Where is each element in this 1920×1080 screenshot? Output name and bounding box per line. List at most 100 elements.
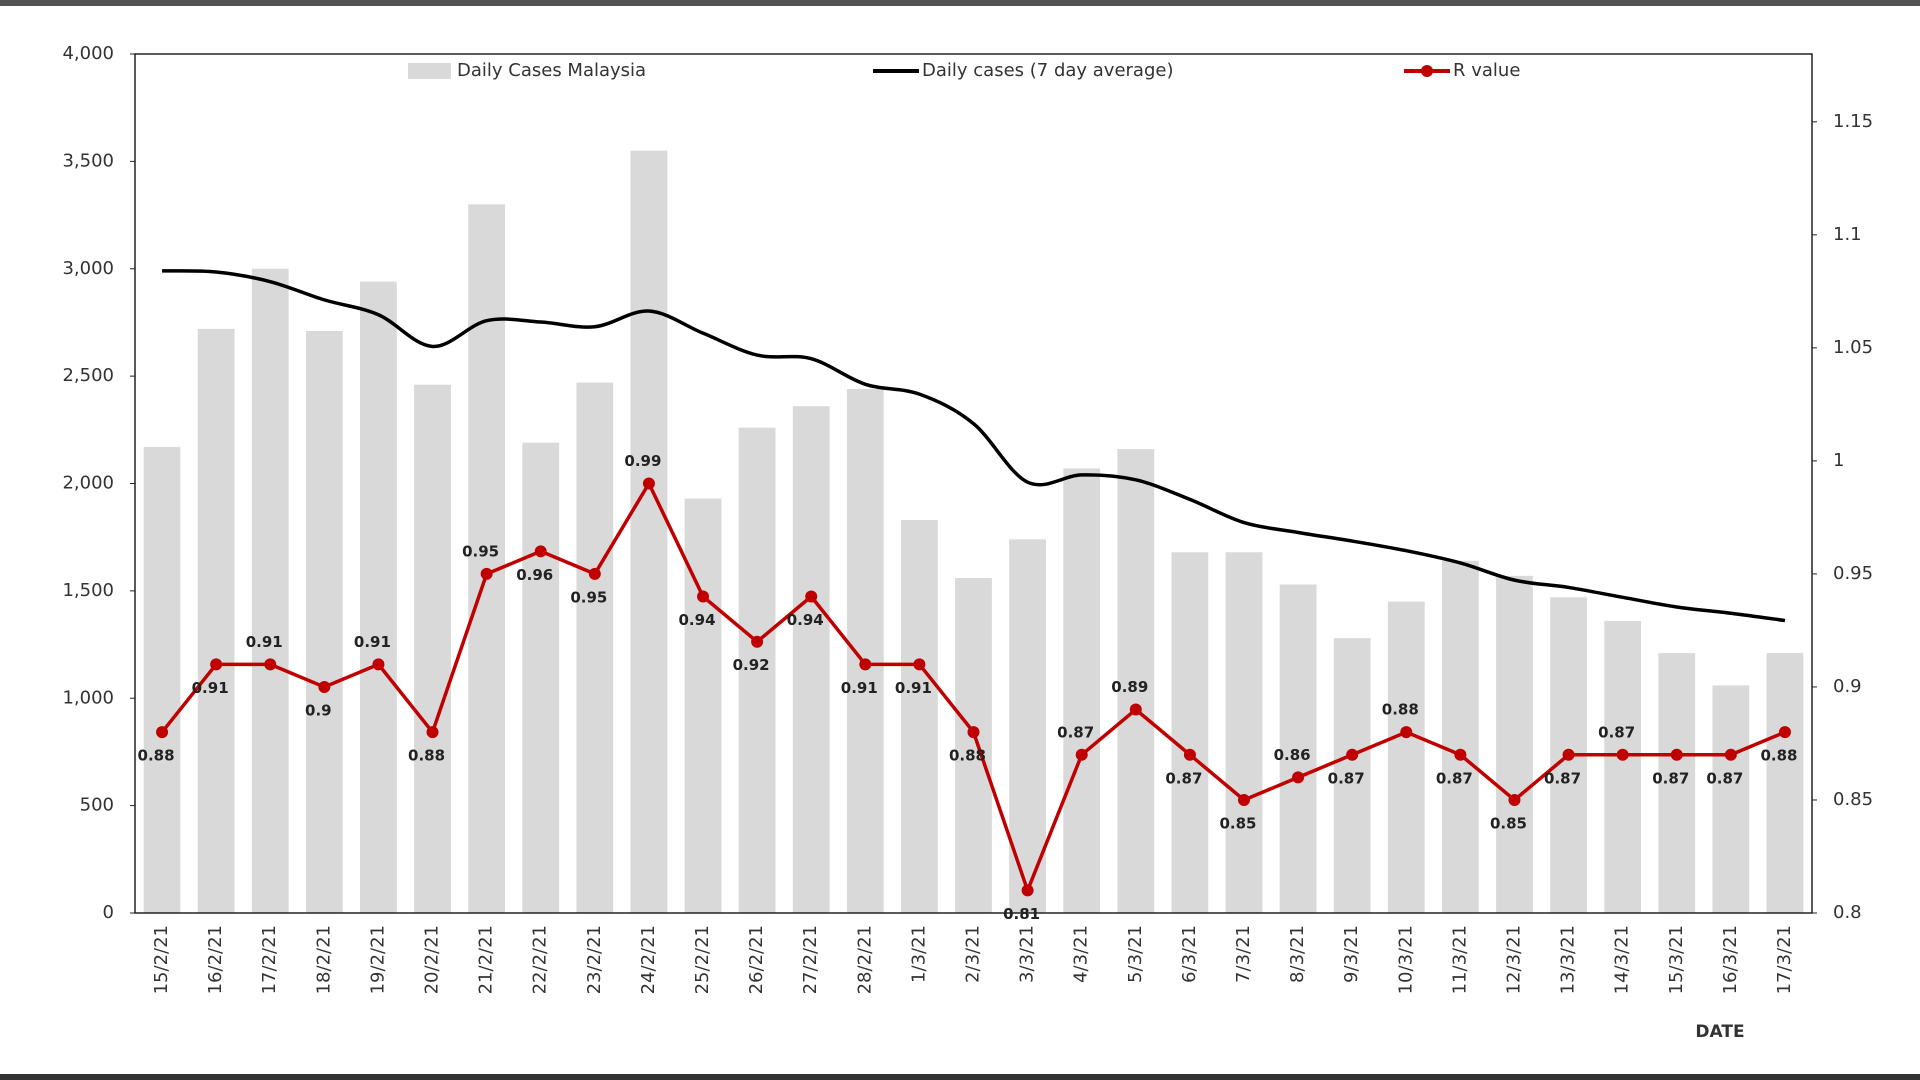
point: [1183, 748, 1196, 761]
x-tick-label: 9/3/21: [1341, 925, 1362, 983]
x-tick-label: 2/3/21: [963, 925, 984, 983]
y2-tick-label: 0.85: [1833, 789, 1873, 810]
y-tick-label: 3,500: [62, 150, 114, 171]
y-tick-label: 500: [80, 795, 114, 816]
y-tick-label: 2,500: [62, 365, 114, 386]
bar: [1117, 449, 1155, 913]
x-tick-label: 4/3/21: [1071, 925, 1092, 983]
data-label: 0.92: [733, 656, 770, 674]
bar: [1171, 552, 1209, 913]
point: [642, 477, 655, 490]
data-label: 0.87: [1165, 769, 1202, 787]
bar: [197, 328, 235, 913]
x-tick-label: 28/2/21: [854, 925, 875, 994]
point: [1237, 793, 1250, 806]
data-label: 0.91: [354, 633, 391, 651]
data-label: 0.85: [1219, 814, 1256, 832]
bar: [1441, 560, 1479, 913]
x-tick-label: 16/2/21: [205, 925, 226, 994]
bar: [684, 498, 722, 913]
bar: [1387, 601, 1425, 913]
bar: [305, 331, 343, 914]
y2-tick-label: 0.8: [1833, 902, 1862, 923]
x-tick-label: 8/3/21: [1287, 925, 1308, 983]
point: [1508, 793, 1521, 806]
frame-top: [0, 0, 1920, 6]
x-tick-label: 6/3/21: [1179, 925, 1200, 983]
x-tick-label: 26/2/21: [746, 925, 767, 994]
data-label: 0.91: [192, 679, 229, 697]
y-tick-label: 2,000: [62, 473, 114, 494]
y2-tick-label: 0.9: [1833, 676, 1862, 697]
bar: [792, 406, 830, 913]
data-label: 0.91: [895, 679, 932, 697]
x-tick-label: 13/3/21: [1558, 925, 1579, 994]
x-tick-label: 15/2/21: [151, 925, 172, 994]
bar: [1279, 584, 1317, 913]
point: [967, 726, 980, 739]
data-label: 0.88: [138, 747, 175, 765]
data-label: 0.87: [1057, 723, 1094, 741]
point: [1562, 748, 1575, 761]
y-tick-label: 1,000: [62, 687, 114, 708]
x-tick-label: 10/3/21: [1395, 925, 1416, 994]
bar: [1604, 620, 1642, 913]
legend-label: Daily cases (7 day average): [922, 60, 1173, 81]
bar: [1658, 653, 1696, 913]
point: [1129, 703, 1142, 716]
point: [1075, 748, 1088, 761]
data-label: 0.95: [462, 542, 499, 560]
legend-swatch: [408, 63, 451, 79]
bar: [955, 577, 992, 913]
data-label: 0.88: [1760, 747, 1797, 765]
data-label: 0.89: [1111, 678, 1148, 696]
point: [1021, 884, 1034, 897]
x-tick-label: 1/3/21: [908, 925, 929, 983]
x-tick-label: 16/3/21: [1720, 925, 1741, 994]
bar: [1712, 685, 1750, 913]
bar: [360, 281, 397, 913]
data-label: 0.94: [787, 611, 824, 629]
legend-marker: [1421, 65, 1433, 77]
bar: [414, 384, 451, 914]
data-label: 0.94: [679, 611, 716, 629]
point: [1616, 748, 1629, 761]
data-label: 0.91: [246, 633, 283, 651]
y2-tick-label: 0.95: [1833, 563, 1873, 584]
x-tick-label: 21/2/21: [476, 925, 497, 994]
bar: [1225, 552, 1263, 913]
bar: [738, 427, 776, 913]
legend-label: R value: [1453, 60, 1520, 81]
data-label: 0.88: [1382, 701, 1419, 719]
bar: [1063, 468, 1101, 913]
data-label: 0.96: [516, 566, 553, 584]
point: [264, 658, 277, 671]
data-label: 0.87: [1328, 769, 1365, 787]
point: [1670, 748, 1683, 761]
data-label: 0.99: [624, 452, 661, 470]
data-label: 0.87: [1436, 769, 1473, 787]
point: [372, 658, 385, 671]
x-tick-label: 24/2/21: [638, 925, 659, 994]
bar: [630, 150, 668, 913]
x-tick-label: 20/2/21: [422, 925, 443, 994]
y2-tick-label: 1.15: [1833, 111, 1873, 132]
bar: [1496, 575, 1533, 913]
point: [1292, 771, 1305, 784]
bar: [1766, 653, 1804, 913]
y2-tick-label: 1.1: [1833, 224, 1862, 245]
y-tick-label: 4,000: [62, 43, 114, 64]
x-tick-label: 11/3/21: [1449, 925, 1470, 994]
data-label: 0.91: [841, 679, 878, 697]
bar: [576, 382, 614, 913]
bar: [522, 442, 560, 913]
x-tick-label: 18/2/21: [313, 925, 334, 994]
y-tick-label: 3,000: [62, 258, 114, 279]
line: [162, 269, 1786, 623]
data-label: 0.87: [1544, 769, 1581, 787]
x-tick-label: 27/2/21: [800, 925, 821, 994]
legend-label: Daily Cases Malaysia: [457, 60, 646, 81]
data-label: 0.87: [1598, 723, 1635, 741]
